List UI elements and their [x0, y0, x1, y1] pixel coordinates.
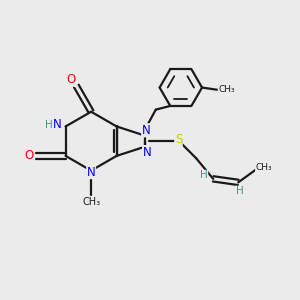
Text: N: N — [142, 124, 151, 137]
Text: N: N — [142, 146, 151, 159]
Text: H: H — [236, 186, 244, 196]
Text: N: N — [53, 118, 62, 131]
Text: CH₃: CH₃ — [218, 85, 235, 94]
Text: O: O — [24, 149, 33, 162]
Text: CH₃: CH₃ — [82, 196, 100, 206]
Text: N: N — [87, 166, 95, 178]
Text: CH₃: CH₃ — [256, 163, 272, 172]
Text: H: H — [200, 170, 208, 180]
Text: O: O — [67, 73, 76, 86]
Text: H: H — [45, 120, 52, 130]
Text: S: S — [175, 133, 182, 146]
